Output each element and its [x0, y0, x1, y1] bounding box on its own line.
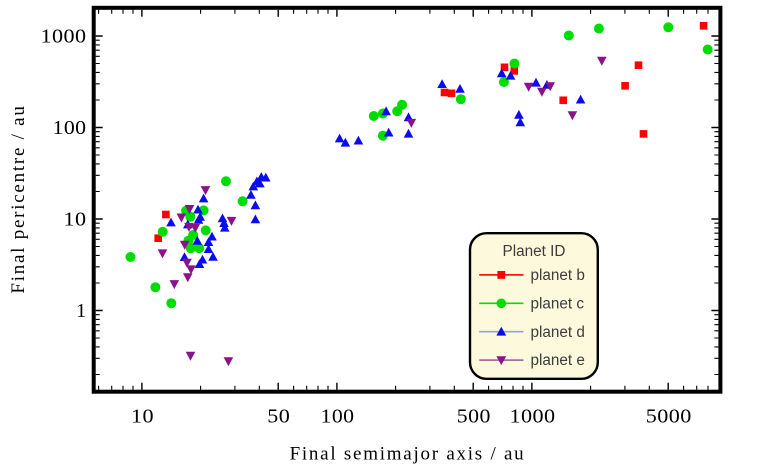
svg-text:1: 1 [76, 300, 86, 322]
svg-text:Final semimajor axis / au: Final semimajor axis / au [290, 444, 526, 465]
svg-text:planet c: planet c [531, 295, 585, 312]
svg-text:500: 500 [457, 405, 491, 427]
svg-text:planet b: planet b [531, 267, 585, 284]
svg-text:100: 100 [53, 117, 87, 139]
svg-text:Planet ID: Planet ID [503, 243, 566, 260]
svg-text:50: 50 [267, 405, 290, 427]
svg-text:1000: 1000 [41, 26, 87, 48]
svg-text:planet e: planet e [531, 352, 585, 369]
svg-text:Final pericentre / au: Final pericentre / au [8, 104, 29, 293]
svg-text:planet d: planet d [531, 324, 585, 341]
svg-text:10: 10 [131, 405, 154, 427]
svg-text:10: 10 [64, 209, 87, 231]
svg-text:1000: 1000 [510, 405, 556, 427]
svg-text:5000: 5000 [646, 405, 692, 427]
svg-text:100: 100 [321, 405, 355, 427]
